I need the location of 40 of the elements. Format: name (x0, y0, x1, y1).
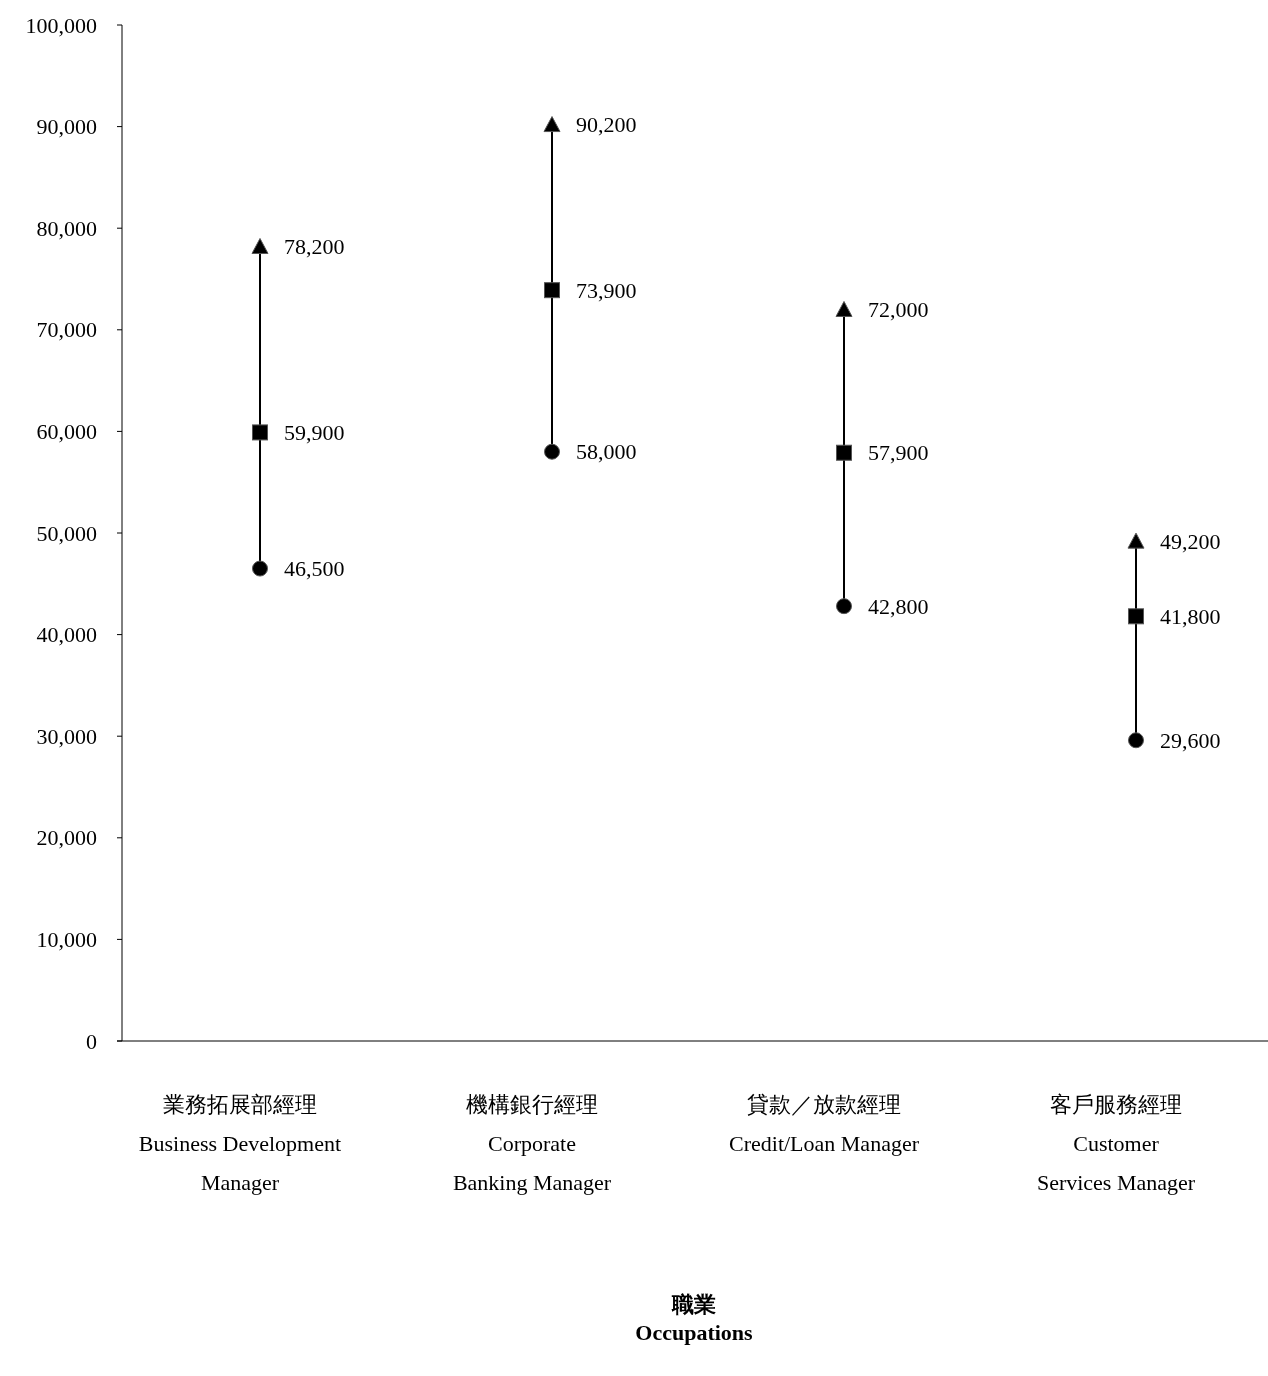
y-tick-label: 30,000 (36, 723, 97, 749)
point (251, 237, 269, 254)
point (252, 560, 268, 577)
y-tick-label: 100,000 (25, 12, 97, 38)
data-label: 49,200 (1160, 528, 1221, 554)
point (252, 424, 268, 441)
data-label: 57,900 (868, 440, 929, 466)
point (836, 598, 852, 615)
x-tick-label: 業務拓展部經理 Business Development Manager (138, 1092, 342, 1195)
point (1128, 732, 1144, 749)
data-label: 46,500 (284, 556, 345, 582)
data-label: 42,800 (868, 593, 929, 619)
x-axis-title: 職業 Occupations (635, 1292, 754, 1345)
data-label: 73,900 (576, 277, 637, 303)
point (544, 282, 560, 299)
point (1127, 532, 1145, 549)
y-tick-label: 10,000 (36, 926, 97, 952)
data-label: 58,000 (576, 439, 637, 465)
point (836, 444, 852, 461)
data-label: 72,000 (868, 296, 929, 322)
y-tick-label: 40,000 (36, 622, 97, 648)
data-label: 29,600 (1160, 727, 1221, 753)
point (835, 300, 853, 317)
y-tick-label: 60,000 (36, 418, 97, 444)
y-tick-label: 70,000 (36, 317, 97, 343)
x-tick-label: 貸款／放款經理 Credit/Loan Manager (729, 1092, 920, 1156)
y-tick-label: 80,000 (36, 215, 97, 241)
data-label: 90,200 (576, 112, 637, 138)
point (544, 443, 560, 460)
x-tick-label: 機構銀行經理 Corporate Banking Manager (452, 1092, 612, 1195)
data-label: 59,900 (284, 419, 345, 445)
data-label: 41,800 (1160, 603, 1221, 629)
x-tick-label: 客戶服務經理 Customer Services Manager (1036, 1092, 1196, 1195)
y-tick-label: 90,000 (36, 114, 97, 140)
y-tick-label: 0 (86, 1028, 97, 1054)
point (543, 116, 561, 133)
data-label: 78,200 (284, 233, 345, 259)
point (1128, 608, 1144, 625)
y-tick-label: 20,000 (36, 825, 97, 851)
y-tick-label: 50,000 (36, 520, 97, 546)
